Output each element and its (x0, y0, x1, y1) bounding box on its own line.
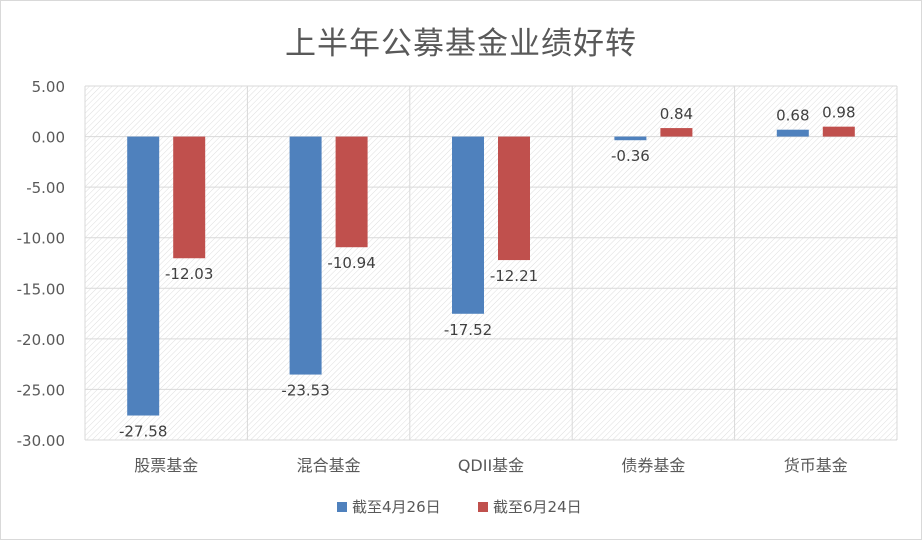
legend-label-2: 截至6月24日 (493, 498, 582, 516)
x-tick-label: 混合基金 (297, 456, 361, 475)
bar-series-2 (498, 136, 530, 261)
x-tick-label: 货币基金 (784, 456, 848, 475)
y-tick-label: -30.00 (17, 432, 65, 450)
legend-swatch-1 (337, 502, 347, 512)
bar-series-1 (289, 136, 322, 375)
bar-series-1 (452, 136, 484, 314)
data-label: -12.03 (165, 265, 213, 283)
bar-series-2 (173, 136, 206, 259)
legend: 截至4月26日 截至6月24日 (337, 498, 582, 516)
y-tick-label: -20.00 (17, 331, 65, 349)
y-tick-label: -25.00 (17, 381, 65, 399)
bar-series-1 (614, 136, 647, 141)
data-label: 0.68 (776, 107, 809, 125)
bar-series-1 (776, 129, 809, 137)
data-label: 0.98 (822, 104, 855, 122)
data-labels: -27.58 -12.03 -23.53 -10.94 -17.52 -12.21 -0.3… (119, 104, 855, 441)
x-axis: 股票基金 混合基金 QDII基金 债券基金 货币基金 (134, 456, 848, 475)
bars (127, 126, 855, 416)
plot-area-background (85, 86, 897, 440)
x-tick-label: 债券基金 (621, 456, 685, 475)
legend-label-1: 截至4月26日 (352, 498, 441, 516)
data-label: 0.84 (660, 105, 693, 123)
y-tick-label: -5.00 (26, 179, 65, 197)
data-label: -12.21 (490, 267, 538, 285)
y-tick-label: 0.00 (32, 129, 65, 147)
x-tick-label: 股票基金 (134, 456, 198, 475)
y-tick-label: -15.00 (17, 280, 65, 298)
bar-series-2 (335, 136, 368, 248)
x-tick-label: QDII基金 (458, 456, 524, 475)
data-label: -0.36 (611, 147, 650, 165)
y-tick-label: -10.00 (17, 230, 65, 248)
gridlines (84, 85, 898, 441)
bar-series-1 (127, 136, 160, 416)
bar-series-2 (660, 128, 693, 137)
data-label: -23.53 (281, 382, 329, 400)
data-label: -27.58 (119, 423, 167, 441)
data-label: -17.52 (444, 321, 492, 339)
bar-series-2 (822, 126, 855, 137)
data-label: -10.94 (327, 254, 375, 272)
chart-title: 上半年公募基金业绩好转 (285, 26, 637, 62)
y-tick-label: 5.00 (32, 78, 65, 96)
y-axis: 5.00 0.00 -5.00 -10.00 -15.00 -20.00 -25.00 -30… (17, 78, 65, 450)
legend-swatch-2 (478, 502, 488, 512)
